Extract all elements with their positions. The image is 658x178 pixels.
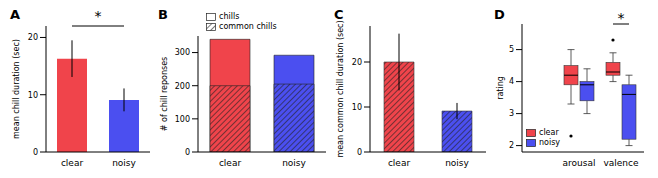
svg-text:*: * [95, 8, 102, 24]
html-text:clear: clear [539, 128, 559, 137]
html-text:C: C [334, 7, 344, 22]
svg-text:noisy: noisy [112, 158, 136, 168]
html-text:noisy: noisy [539, 138, 561, 147]
svg-text:rating: rating [496, 76, 505, 100]
svg-text:mean common chill duration (se: mean common chill duration (sec) [336, 20, 345, 157]
svg-text:*: * [618, 10, 625, 26]
svg-text:3: 3 [509, 109, 514, 118]
svg-text:300: 300 [175, 48, 190, 57]
svg-text:10: 10 [28, 91, 38, 100]
html-text:A: A [10, 7, 21, 22]
html-text:B: B [158, 7, 168, 22]
svg-text:5: 5 [509, 45, 514, 54]
svg-text:0: 0 [185, 148, 190, 157]
svg-text:20: 20 [28, 33, 38, 42]
svg-text:200: 200 [175, 82, 190, 91]
svg-text:clear: clear [388, 158, 411, 168]
svg-text:clear: clear [61, 158, 84, 168]
html-text:common chills: common chills [219, 22, 277, 31]
svg-text:2: 2 [509, 141, 514, 150]
svg-text:20: 20 [352, 58, 362, 67]
svg-text:arousal: arousal [563, 158, 596, 168]
svg-text:100: 100 [175, 115, 190, 124]
svg-text:clear: clear [219, 158, 242, 168]
svg-text:noisy: noisy [445, 158, 469, 168]
svg-text:# of chill reponses: # of chill reponses [160, 57, 169, 132]
svg-text:valence: valence [603, 158, 639, 168]
svg-text:0: 0 [357, 148, 362, 157]
svg-text:mean chill duration (sec): mean chill duration (sec) [12, 39, 21, 139]
html-text:D: D [494, 7, 505, 22]
svg-text:0: 0 [33, 148, 38, 157]
svg-text:4: 4 [509, 77, 514, 86]
svg-text:10: 10 [352, 103, 362, 112]
html-text:chills: chills [219, 12, 240, 21]
svg-text:noisy: noisy [282, 158, 306, 168]
